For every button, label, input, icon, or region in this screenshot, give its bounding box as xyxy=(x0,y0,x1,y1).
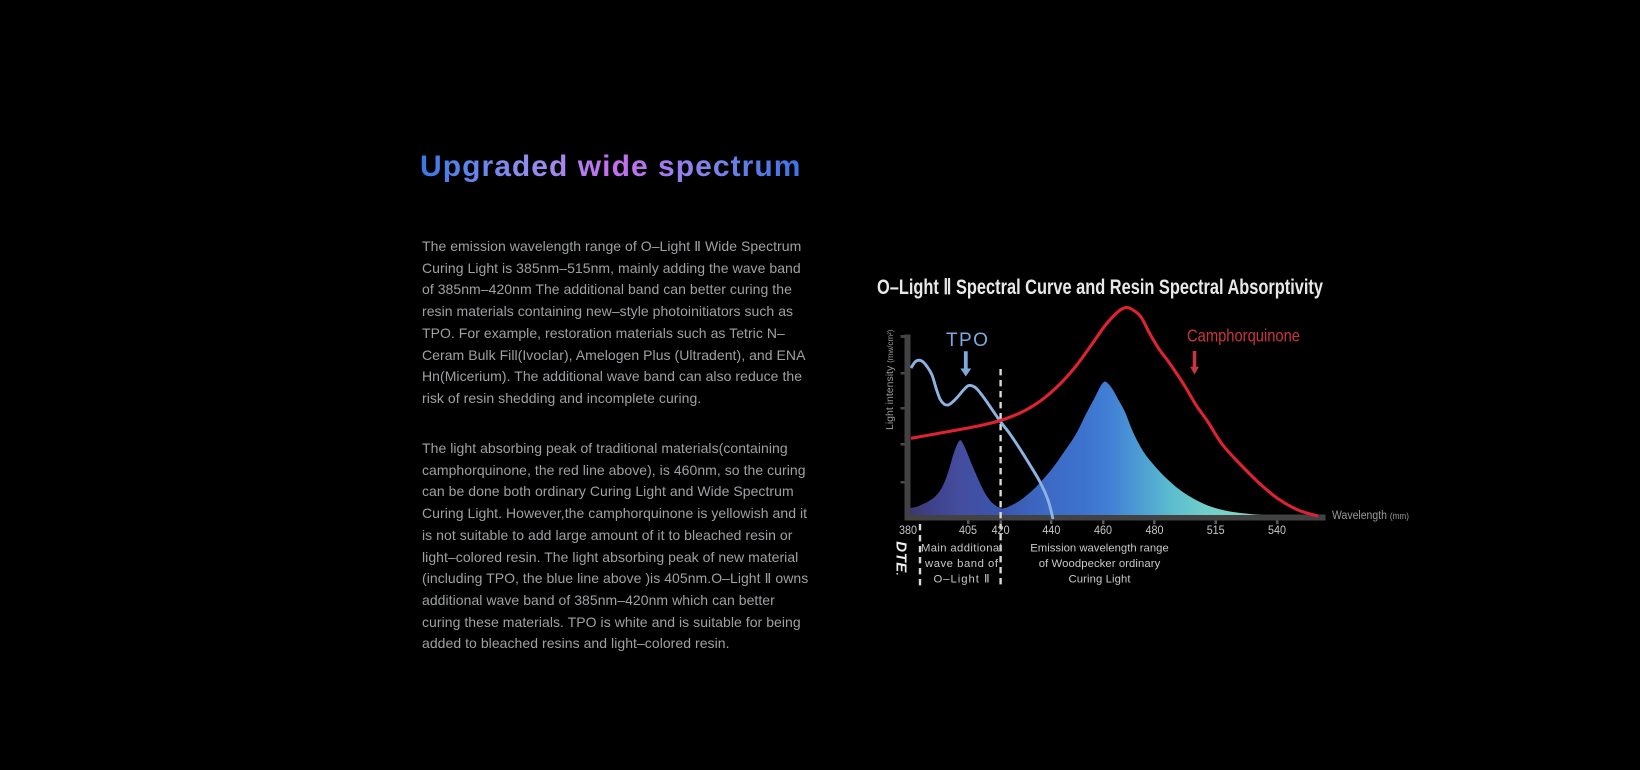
svg-text:O–Light Ⅱ: O–Light Ⅱ xyxy=(934,573,990,585)
svg-text:440: 440 xyxy=(1042,523,1060,537)
svg-text:wave band of: wave band of xyxy=(924,558,999,570)
svg-text:405: 405 xyxy=(959,523,977,537)
svg-text:Camphorquinone: Camphorquinone xyxy=(1187,326,1300,346)
svg-text:Wavelength (mm): Wavelength (mm) xyxy=(1332,510,1409,522)
svg-text:Light intensity (mw/cm²): Light intensity (mw/cm²) xyxy=(884,329,896,430)
svg-text:DTE.: DTE. xyxy=(892,541,909,576)
svg-text:Curing Light: Curing Light xyxy=(1069,573,1132,585)
svg-text:O–Light Ⅱ Spectral Curve and R: O–Light Ⅱ Spectral Curve and Resin Spect… xyxy=(877,276,1323,299)
svg-text:380: 380 xyxy=(899,523,917,537)
svg-text:480: 480 xyxy=(1146,523,1164,537)
svg-text:TPO: TPO xyxy=(946,330,989,351)
svg-text:460: 460 xyxy=(1094,523,1112,537)
svg-text:515: 515 xyxy=(1207,523,1225,537)
svg-text:Emission wavelength range: Emission wavelength range xyxy=(1030,542,1169,554)
svg-text:540: 540 xyxy=(1268,523,1286,537)
svg-text:of Woodpecker ordinary: of Woodpecker ordinary xyxy=(1039,558,1161,570)
svg-text:420: 420 xyxy=(992,523,1010,537)
svg-text:Main additional: Main additional xyxy=(921,542,1002,554)
